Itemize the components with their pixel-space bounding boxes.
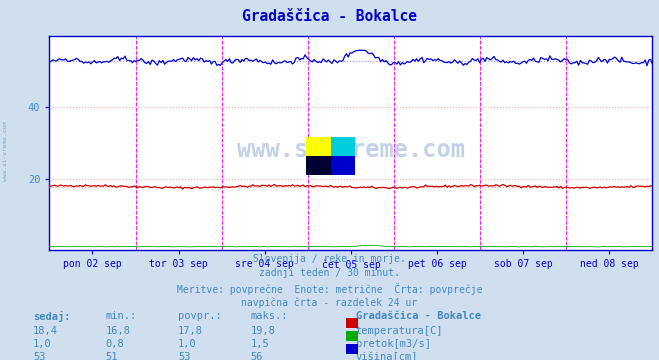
Text: 1,5: 1,5 xyxy=(250,339,269,349)
Text: 18,4: 18,4 xyxy=(33,326,58,336)
Text: Gradaščica - Bokalce: Gradaščica - Bokalce xyxy=(356,311,481,321)
Text: 19,8: 19,8 xyxy=(250,326,275,336)
Text: zadnji teden / 30 minut.: zadnji teden / 30 minut. xyxy=(259,268,400,278)
Text: Gradaščica - Bokalce: Gradaščica - Bokalce xyxy=(242,9,417,24)
Text: Meritve: povprečne  Enote: metrične  Črta: povprečje: Meritve: povprečne Enote: metrične Črta:… xyxy=(177,283,482,294)
Text: maks.:: maks.: xyxy=(250,311,288,321)
Text: 17,8: 17,8 xyxy=(178,326,203,336)
Bar xyxy=(331,156,355,175)
Text: Slovenija / reke in morje.: Slovenija / reke in morje. xyxy=(253,254,406,264)
Text: 53: 53 xyxy=(178,352,190,360)
Text: višina[cm]: višina[cm] xyxy=(356,352,418,360)
Text: navpična črta - razdelek 24 ur: navpična črta - razdelek 24 ur xyxy=(241,297,418,307)
Text: 1,0: 1,0 xyxy=(178,339,196,349)
Text: www.si-vreme.com: www.si-vreme.com xyxy=(3,121,8,181)
Bar xyxy=(306,156,331,175)
Text: 51: 51 xyxy=(105,352,118,360)
Text: 53: 53 xyxy=(33,352,45,360)
Bar xyxy=(306,137,331,156)
Text: 56: 56 xyxy=(250,352,263,360)
Text: 16,8: 16,8 xyxy=(105,326,130,336)
Text: 0,8: 0,8 xyxy=(105,339,124,349)
Text: pretok[m3/s]: pretok[m3/s] xyxy=(356,339,431,349)
Bar xyxy=(331,137,355,156)
Text: min.:: min.: xyxy=(105,311,136,321)
Text: sedaj:: sedaj: xyxy=(33,311,71,323)
Text: 1,0: 1,0 xyxy=(33,339,51,349)
Text: povpr.:: povpr.: xyxy=(178,311,221,321)
Text: temperatura[C]: temperatura[C] xyxy=(356,326,444,336)
Text: www.si-vreme.com: www.si-vreme.com xyxy=(237,138,465,162)
